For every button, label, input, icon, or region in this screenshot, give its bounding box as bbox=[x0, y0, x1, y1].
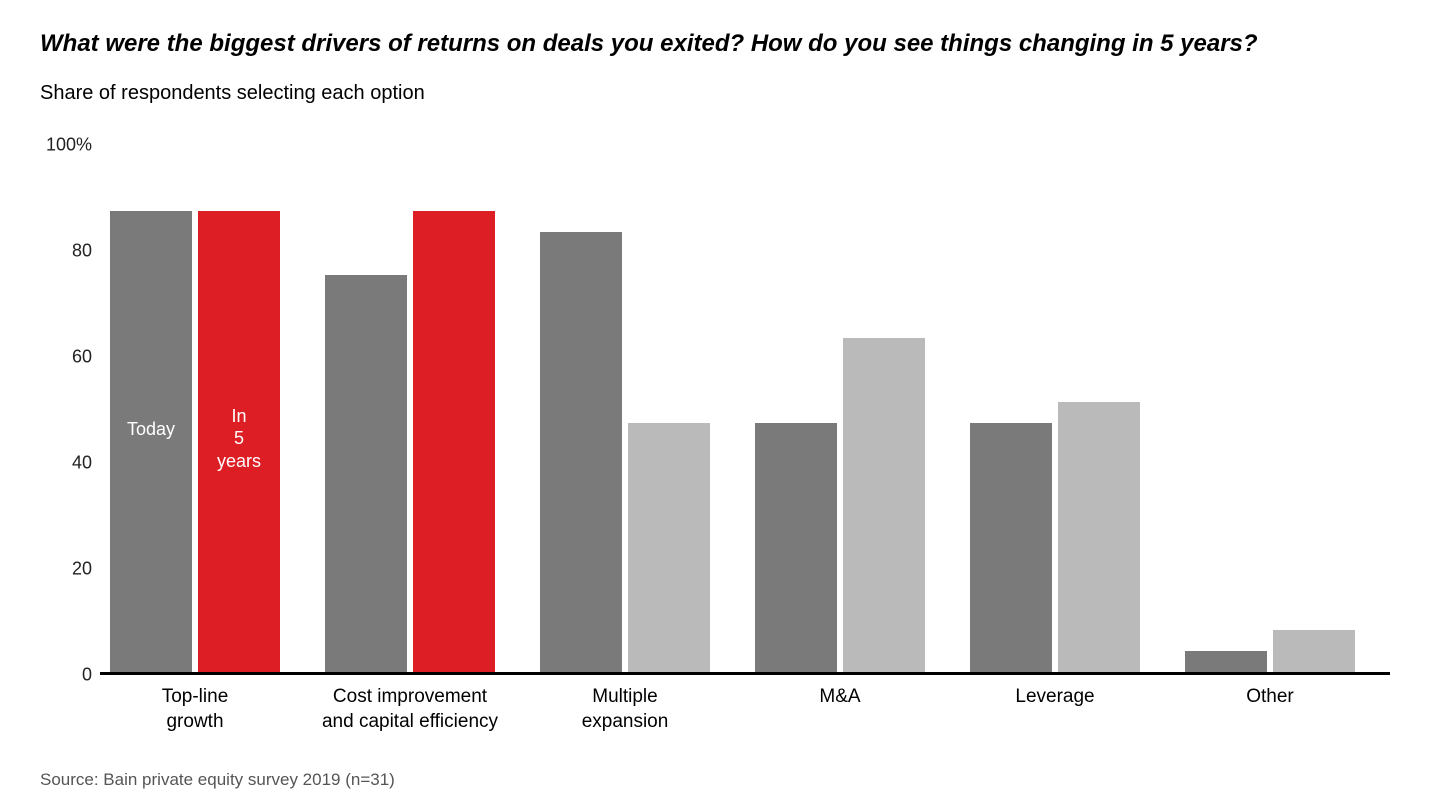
plot-area: Today In5years bbox=[100, 145, 1390, 675]
y-axis: 020406080100% bbox=[50, 145, 100, 675]
bar-group bbox=[325, 211, 495, 672]
bar-in-5-years: In5years bbox=[198, 211, 280, 672]
bar-today bbox=[1185, 651, 1267, 672]
y-tick-label: 40 bbox=[72, 453, 92, 474]
y-tick-label: 0 bbox=[82, 665, 92, 686]
chart-subtitle: Share of respondents selecting each opti… bbox=[40, 82, 1400, 105]
x-category-label: Cost improvementand capital efficiency bbox=[295, 685, 525, 734]
bar-in-5-years bbox=[843, 338, 925, 672]
bar-in-5-years bbox=[413, 211, 495, 672]
bar-today: Today bbox=[110, 211, 192, 672]
x-category-label: Multipleexpansion bbox=[510, 685, 740, 734]
y-tick-label: 20 bbox=[72, 559, 92, 580]
x-category-label: M&A bbox=[725, 685, 955, 710]
bar-in-5-years bbox=[1058, 402, 1140, 672]
bar-group bbox=[1185, 630, 1355, 672]
bar-in-5-years bbox=[1273, 630, 1355, 672]
y-tick-label: 100% bbox=[46, 135, 92, 156]
source-note: Source: Bain private equity survey 2019 … bbox=[40, 770, 395, 790]
chart-area: 020406080100% TodayIn5years Top-linegrow… bbox=[50, 145, 1390, 675]
bar-label-today: Today bbox=[110, 418, 192, 441]
bar-group bbox=[540, 232, 710, 672]
x-category-label: Other bbox=[1155, 685, 1385, 710]
bar-today bbox=[325, 275, 407, 673]
bar-group bbox=[755, 338, 925, 672]
bar-in-5-years bbox=[628, 423, 710, 672]
bar-today bbox=[970, 423, 1052, 672]
x-category-label: Top-linegrowth bbox=[80, 685, 310, 734]
chart-title: What were the biggest drivers of returns… bbox=[40, 30, 1400, 58]
bar-group: Today In5years bbox=[110, 211, 280, 672]
bar-today bbox=[540, 232, 622, 672]
bar-label-in5: In5years bbox=[198, 405, 280, 473]
bar-group bbox=[970, 402, 1140, 672]
bar-today bbox=[755, 423, 837, 672]
y-tick-label: 80 bbox=[72, 241, 92, 262]
x-category-label: Leverage bbox=[940, 685, 1170, 710]
y-tick-label: 60 bbox=[72, 347, 92, 368]
